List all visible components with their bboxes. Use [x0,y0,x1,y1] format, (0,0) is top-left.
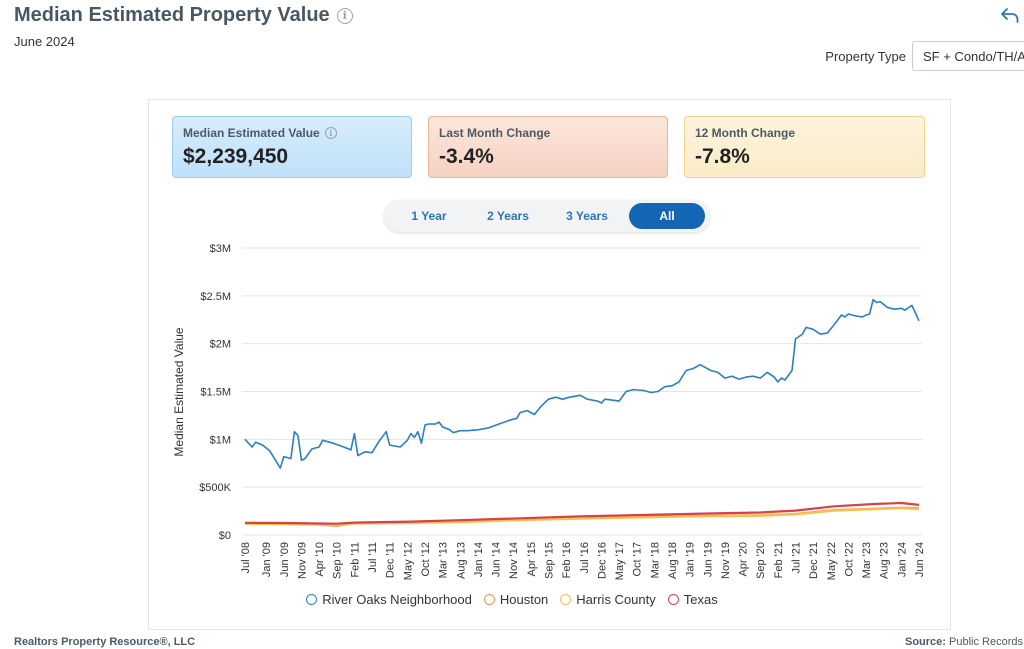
x-tick-label: Apr '10 [314,542,326,577]
x-tick-label: May '22 [826,542,838,580]
title-row: Median Estimated Property Value i [14,4,353,27]
legend-swatch [483,594,495,605]
x-tick-label: Feb '11 [349,542,361,578]
legend-item[interactable]: River Oaks Neighborhood [306,592,472,607]
x-tick-label: Mar '18 [649,542,661,578]
x-tick-label: May '12 [402,542,414,580]
legend-swatch [306,594,318,605]
legend-label: Houston [499,592,549,607]
x-tick-label: May '17 [614,542,626,580]
y-tick-label: $1M [210,434,231,446]
x-tick-label: Sep '15 [543,542,555,579]
card-value: -7.8% [695,145,750,168]
x-tick-label: Feb '21 [773,542,785,578]
card-label: Last Month Change [439,126,551,140]
legend-swatch [560,594,572,605]
report-date: June 2024 [14,34,75,49]
card-label-text: Median Estimated Value [183,126,320,140]
x-tick-label: Jan '09 [261,542,273,577]
chart-legend: River Oaks Neighborhood Houston Harris Cou… [0,592,1024,607]
x-tick-label: Feb '16 [561,542,573,578]
x-tick-label: Oct '17 [632,542,644,577]
series-line-harris-county [244,507,920,527]
x-tick-label: Aug '13 [455,542,467,579]
x-tick-label: Nov '14 [508,542,520,579]
x-tick-label: Jul '11 [367,542,379,573]
source-value: Public Records [949,636,1023,648]
series-line-river-oaks-neighborhood [244,298,920,469]
y-tick-label: $2M [210,339,231,351]
property-type-select[interactable]: SF + Condo/TH/Apt [912,41,1024,71]
twelve-month-change-card: 12 Month Change -7.8% [684,116,925,178]
x-tick-label: Jul '16 [579,542,591,573]
x-tick-label: Sep '20 [755,542,767,579]
footer-source: Source: Public Records [905,636,1023,648]
tab-3-years[interactable]: 3 Years [566,209,608,223]
x-tick-label: Jan '19 [685,542,697,577]
legend-item[interactable]: Houston [483,592,549,607]
x-tick-label: Jul '08 [240,542,252,573]
y-tick-label: $0 [219,530,231,542]
property-type-control: Property Type SF + Condo/TH/Apt [825,41,1024,71]
legend-label: Harris County [576,592,656,607]
x-tick-label: Jun '14 [491,542,503,577]
info-icon[interactable]: i [336,7,353,24]
x-tick-label: Aug '23 [879,542,891,579]
tab-all[interactable]: All [629,203,705,229]
x-tick-label: Jan '14 [473,542,485,577]
y-axis-label: Median Estimated Value [172,327,186,457]
time-range-tabs: 1 Year 2 Years 3 Years All [384,200,710,232]
x-tick-label: Mar '13 [438,542,450,578]
x-tick-label: Jan '24 [896,542,908,577]
y-tick-label: $3M [210,243,231,255]
x-tick-label: Aug '18 [667,542,679,579]
y-tick-label: $2.5M [200,291,231,303]
x-tick-label: Nov '09 [296,542,308,579]
x-tick-label: Jun '19 [702,542,714,577]
legend-swatch [667,594,679,605]
x-tick-label: Dec '16 [596,542,608,579]
x-tick-label: Apr '15 [526,542,538,577]
x-tick-label: Nov '19 [720,542,732,579]
x-tick-label: Oct '12 [420,542,432,577]
tab-2-years[interactable]: 2 Years [487,209,529,223]
x-tick-label: Oct '22 [843,542,855,577]
card-label: 12 Month Change [695,126,796,140]
y-tick-label: $1.5M [200,387,231,399]
x-tick-label: Dec '11 [385,542,397,578]
x-tick-label: Sep '10 [332,542,344,579]
x-tick-label: Jun '09 [279,542,291,577]
legend-item[interactable]: Harris County [560,592,656,607]
property-type-label: Property Type [825,48,906,64]
chart-panel [148,99,951,630]
card-value: -3.4% [439,145,494,168]
legend-item[interactable]: Texas [667,592,718,607]
median-value-card: Median Estimated Value i $2,239,450 [172,116,412,178]
last-month-change-card: Last Month Change -3.4% [428,116,668,178]
info-icon[interactable]: i [324,127,337,139]
source-label: Source: [904,636,946,648]
x-tick-label: Apr '20 [738,542,750,577]
series-line-texas [244,501,920,525]
x-tick-label: Dec '21 [808,542,820,579]
tab-1-year[interactable]: 1 Year [411,209,447,223]
card-value: $2,239,450 [183,145,289,168]
share-back-icon[interactable] [1000,6,1020,24]
footer-attribution: Realtors Property Resource®, LLC [14,636,196,648]
card-label: Median Estimated Value i [183,126,401,140]
y-tick-label: $500K [199,482,231,494]
legend-label: River Oaks Neighborhood [322,592,472,607]
x-tick-label: Mar '23 [861,542,873,578]
x-tick-label: Jun '24 [914,542,926,577]
x-tick-label: Jul '21 [790,542,802,573]
legend-label: Texas [683,592,718,607]
page-title: Median Estimated Property Value [14,4,330,26]
